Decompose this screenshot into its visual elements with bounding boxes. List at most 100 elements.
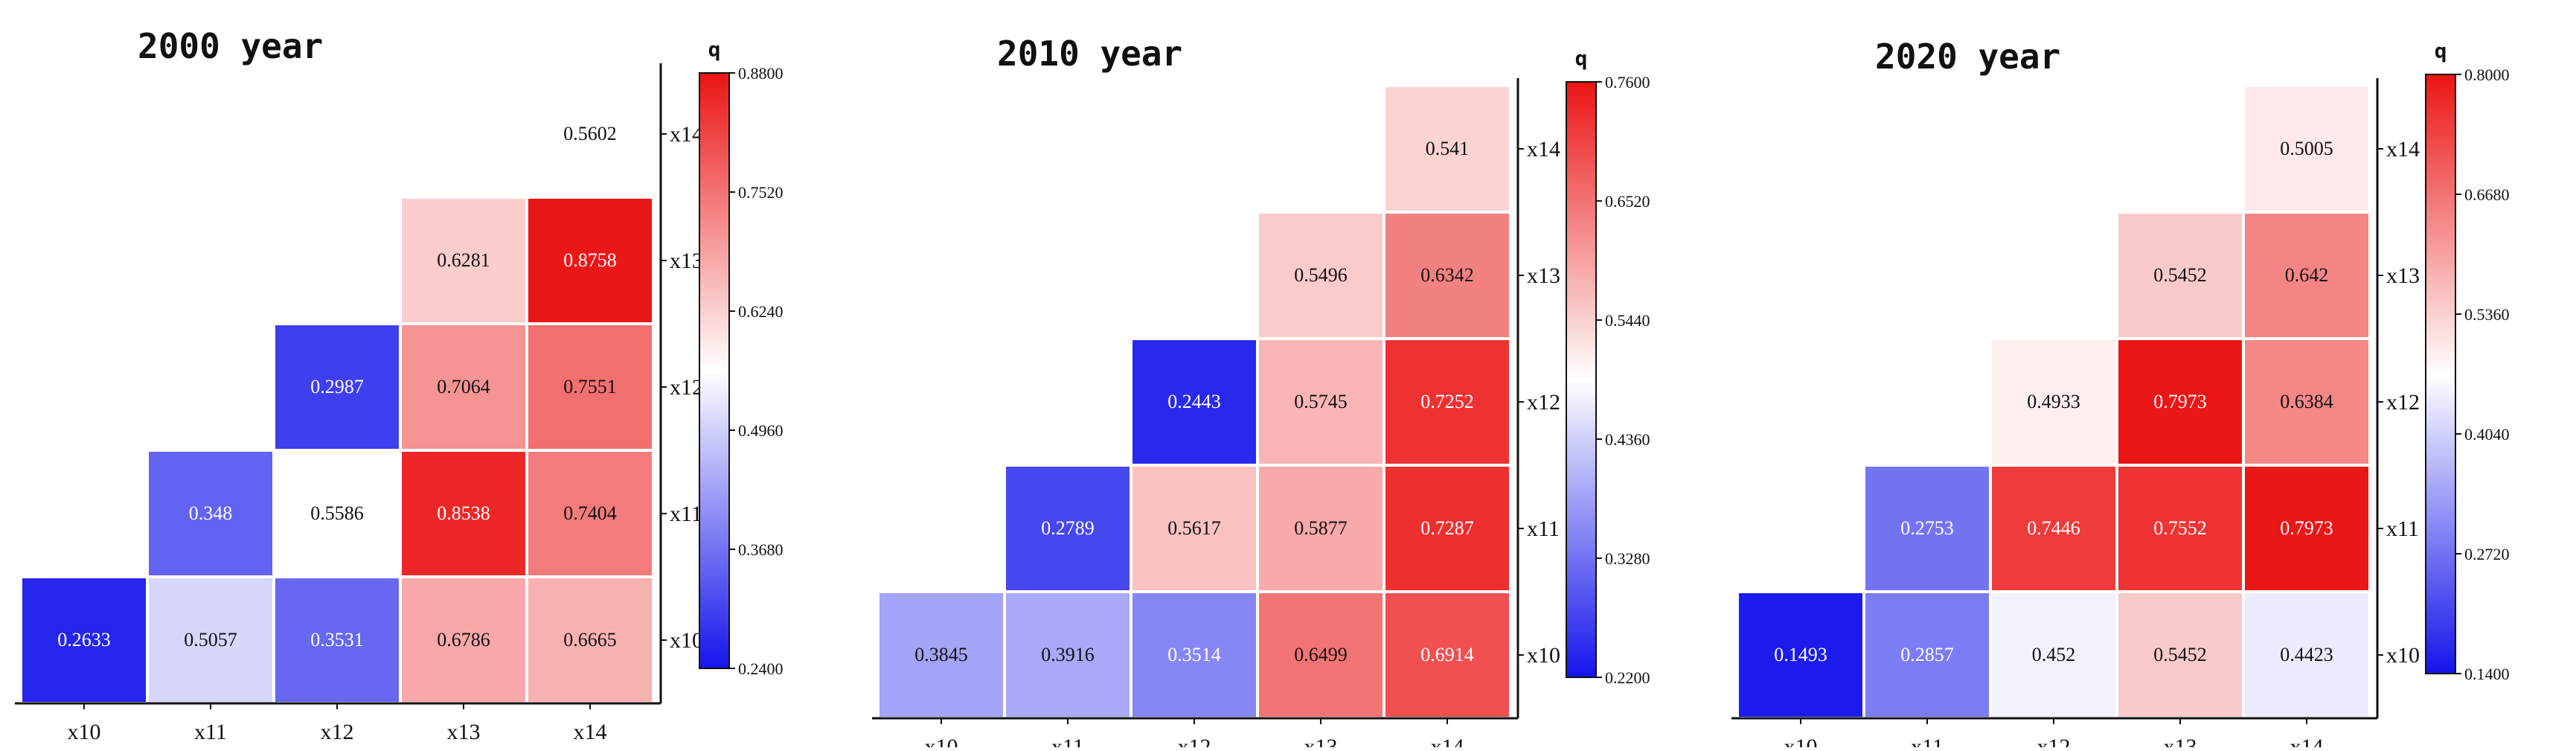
colorbar-tick-label: 0.7600 (1605, 73, 1650, 92)
heatmap-cell (1132, 593, 1256, 717)
heatmap-cell (402, 452, 525, 575)
cell-value-label: 0.7252 (1420, 391, 1474, 412)
cell-value-label: 0.6281 (437, 249, 490, 271)
heatmap-cell (528, 578, 652, 702)
y-tick-label: x10 (1527, 643, 1560, 668)
colorbar (1566, 81, 1597, 678)
cell-value-label: 0.4423 (2280, 644, 2333, 665)
x-tick-label: x13 (1304, 735, 1338, 747)
x-tick-label: x13 (447, 720, 481, 744)
cell-value-label: 0.348 (189, 502, 233, 524)
heatmap-cell (1132, 467, 1256, 590)
cell-value-label: 0.2633 (57, 629, 111, 651)
cell-value-label: 0.5452 (2153, 264, 2207, 286)
x-tick-label: x12 (2037, 735, 2071, 747)
cell-value-label: 0.6665 (563, 629, 617, 651)
cell-value-label: 0.5877 (1294, 517, 1348, 539)
colorbar-tick-label: 0.4960 (738, 421, 784, 440)
cell-value-label: 0.3531 (310, 629, 364, 651)
x-tick-label: x10 (1784, 735, 1818, 747)
y-tick-label: x13 (2386, 263, 2420, 288)
x-tick-label: x11 (1911, 735, 1944, 747)
heatmap-cell (2245, 214, 2368, 337)
colorbar-tick-label: 0.2400 (738, 659, 784, 678)
y-tick-label: x12 (670, 375, 703, 400)
cell-value-label: 0.7973 (2153, 391, 2207, 412)
heatmap-cell (149, 452, 272, 575)
heatmap-panel-1: 2000 year 0.5602 0.6281 0.8758 0.2987 0.7064 0… (15, 26, 784, 744)
cell-value-label: 0.5745 (1294, 391, 1348, 412)
x-tick-label: x12 (321, 720, 354, 744)
heatmap-cell (1992, 593, 2115, 717)
x-tick-label: x10 (925, 735, 958, 747)
heatmap-cell (1006, 467, 1130, 590)
cell-value-label: 0.5452 (2153, 644, 2207, 665)
cell-value-label: 0.2443 (1167, 391, 1221, 412)
heatmap-cell (2118, 214, 2242, 337)
cell-value-label: 0.8538 (437, 502, 490, 524)
cell-value-label: 0.5057 (184, 629, 237, 651)
colorbar-tick-label: 0.7520 (738, 183, 784, 202)
heatmap-cell (275, 452, 399, 575)
heatmap-cell (2118, 467, 2242, 590)
heatmap-cell (402, 578, 525, 702)
heatmap-cell (528, 325, 652, 449)
cell-value-label: 0.5586 (310, 502, 364, 524)
heatmap-cell (1259, 593, 1382, 717)
heatmap-cell (275, 578, 399, 702)
heatmap-cell (22, 578, 146, 702)
cell-value-label: 0.3845 (914, 644, 968, 665)
y-tick-label: x14 (670, 122, 703, 147)
colorbar-tick-label: 0.6240 (738, 302, 784, 321)
cell-value-label: 0.7064 (437, 376, 490, 397)
y-tick-label: x11 (1527, 517, 1560, 541)
x-tick-label: x14 (1431, 735, 1464, 747)
heatmap-cell (1992, 340, 2115, 464)
cell-value-label: 0.6384 (2280, 391, 2333, 412)
cell-value-label: 0.7287 (1420, 517, 1474, 539)
heatmap-cell (1259, 340, 1382, 464)
colorbar-tick-label: 0.4360 (1605, 430, 1650, 449)
colorbar-title: q (2435, 39, 2447, 63)
colorbar-title: q (708, 37, 721, 62)
y-tick-label: x11 (2386, 517, 2419, 541)
y-tick-label: x13 (1527, 263, 1560, 288)
cell-value-label: 0.2789 (1041, 517, 1095, 539)
heatmap-cell (880, 593, 1003, 717)
heatmap-cell (528, 72, 652, 196)
cell-value-label: 0.3514 (1167, 644, 1221, 665)
y-tick-label: x10 (670, 628, 703, 653)
heatmap-cell (1132, 340, 1256, 464)
cell-value-label: 0.7446 (2027, 517, 2080, 539)
y-tick-label: x14 (1527, 137, 1560, 162)
heatmap-cell (2245, 593, 2368, 717)
cell-value-label: 0.2987 (310, 376, 364, 397)
heatmap-cell (2245, 467, 2368, 590)
cell-value-label: 0.7404 (563, 502, 617, 524)
x-tick-label: x14 (574, 720, 607, 744)
cell-value-label: 0.8758 (563, 249, 617, 271)
heatmap-cell (2118, 340, 2242, 464)
heatmap-cell (402, 199, 525, 322)
x-tick-label: x12 (1178, 735, 1211, 747)
heatmap-cell (1865, 467, 1989, 590)
heatmap-cell (1385, 467, 1509, 590)
cell-value-label: 0.541 (1426, 138, 1470, 159)
colorbar-tick-label: 0.2720 (2464, 545, 2510, 563)
cell-value-label: 0.6499 (1294, 644, 1348, 665)
y-tick-label: x11 (670, 502, 702, 526)
y-tick-label: x10 (2386, 643, 2420, 668)
cell-value-label: 0.5602 (563, 123, 617, 144)
y-tick-label: x14 (2386, 137, 2420, 162)
heatmap-panel-2: 2010 year 0.541 0.5496 0.6342 0.2443 0.5745 0.… (872, 33, 1650, 751)
colorbar-tick-label: 0.2200 (1605, 668, 1650, 687)
y-tick-label: x13 (670, 249, 703, 273)
heatmap-cell (1385, 214, 1509, 337)
heatmap-cell (149, 578, 272, 702)
colorbar-title: q (1575, 46, 1588, 71)
heatmap-cell (402, 325, 525, 449)
cell-value-label: 0.452 (2032, 644, 2076, 665)
cell-value-label: 0.6914 (1420, 644, 1474, 665)
colorbar-tick-label: 0.3280 (1605, 549, 1650, 568)
